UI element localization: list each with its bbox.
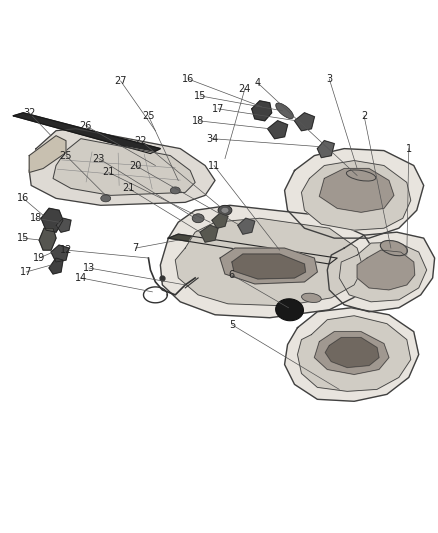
Ellipse shape xyxy=(192,214,204,223)
Text: 1: 1 xyxy=(406,143,412,154)
Polygon shape xyxy=(285,149,424,238)
Text: 11: 11 xyxy=(208,160,220,171)
Polygon shape xyxy=(200,225,218,242)
Polygon shape xyxy=(252,101,272,121)
Text: 16: 16 xyxy=(182,74,194,84)
Text: 21: 21 xyxy=(102,167,115,177)
Text: 4: 4 xyxy=(254,78,261,88)
Text: 26: 26 xyxy=(80,121,92,131)
Polygon shape xyxy=(29,136,66,173)
Text: 3: 3 xyxy=(326,74,332,84)
Text: 5: 5 xyxy=(229,320,235,330)
Polygon shape xyxy=(51,245,69,262)
Polygon shape xyxy=(13,113,160,154)
Text: 18: 18 xyxy=(192,116,204,126)
Polygon shape xyxy=(49,258,63,274)
Polygon shape xyxy=(232,254,305,279)
Text: 23: 23 xyxy=(92,154,105,164)
Text: 17: 17 xyxy=(212,104,224,114)
Text: 25: 25 xyxy=(142,111,155,121)
Ellipse shape xyxy=(346,170,376,181)
Text: 18: 18 xyxy=(30,213,42,223)
Polygon shape xyxy=(268,121,288,139)
Text: 17: 17 xyxy=(20,267,32,277)
Text: 15: 15 xyxy=(17,233,29,243)
Text: 14: 14 xyxy=(75,273,87,283)
Polygon shape xyxy=(238,218,255,234)
Ellipse shape xyxy=(170,187,180,194)
Polygon shape xyxy=(168,234,337,264)
Ellipse shape xyxy=(276,103,293,119)
Polygon shape xyxy=(160,205,379,318)
Text: 6: 6 xyxy=(229,270,235,280)
Polygon shape xyxy=(285,308,419,401)
Ellipse shape xyxy=(380,240,407,256)
Text: 34: 34 xyxy=(206,134,218,144)
Polygon shape xyxy=(212,213,228,228)
Ellipse shape xyxy=(221,207,229,213)
Polygon shape xyxy=(314,332,389,375)
Polygon shape xyxy=(56,218,71,232)
Ellipse shape xyxy=(301,293,321,303)
Polygon shape xyxy=(39,228,56,250)
Text: 12: 12 xyxy=(60,245,72,255)
Text: 20: 20 xyxy=(129,160,142,171)
Text: 32: 32 xyxy=(23,108,35,118)
Text: 2: 2 xyxy=(361,111,367,121)
Polygon shape xyxy=(41,208,63,232)
Ellipse shape xyxy=(276,299,304,321)
Polygon shape xyxy=(301,160,411,230)
Text: 27: 27 xyxy=(114,76,127,86)
Polygon shape xyxy=(175,218,363,306)
Polygon shape xyxy=(318,141,334,158)
Polygon shape xyxy=(327,232,434,312)
Polygon shape xyxy=(297,316,411,391)
Polygon shape xyxy=(29,129,215,205)
Polygon shape xyxy=(53,139,195,196)
Polygon shape xyxy=(339,242,427,302)
Text: 15: 15 xyxy=(194,91,206,101)
Polygon shape xyxy=(319,168,394,212)
Ellipse shape xyxy=(218,205,232,215)
Text: 24: 24 xyxy=(239,84,251,94)
Polygon shape xyxy=(294,113,314,131)
Polygon shape xyxy=(357,250,415,290)
Polygon shape xyxy=(325,337,379,367)
Text: 7: 7 xyxy=(132,243,139,253)
Text: 16: 16 xyxy=(17,193,29,204)
Text: 13: 13 xyxy=(83,263,95,273)
Text: 25: 25 xyxy=(60,151,72,160)
Text: 21: 21 xyxy=(122,183,135,193)
Text: 19: 19 xyxy=(33,253,45,263)
Ellipse shape xyxy=(101,195,111,202)
Text: 22: 22 xyxy=(134,136,147,146)
Polygon shape xyxy=(220,248,318,284)
